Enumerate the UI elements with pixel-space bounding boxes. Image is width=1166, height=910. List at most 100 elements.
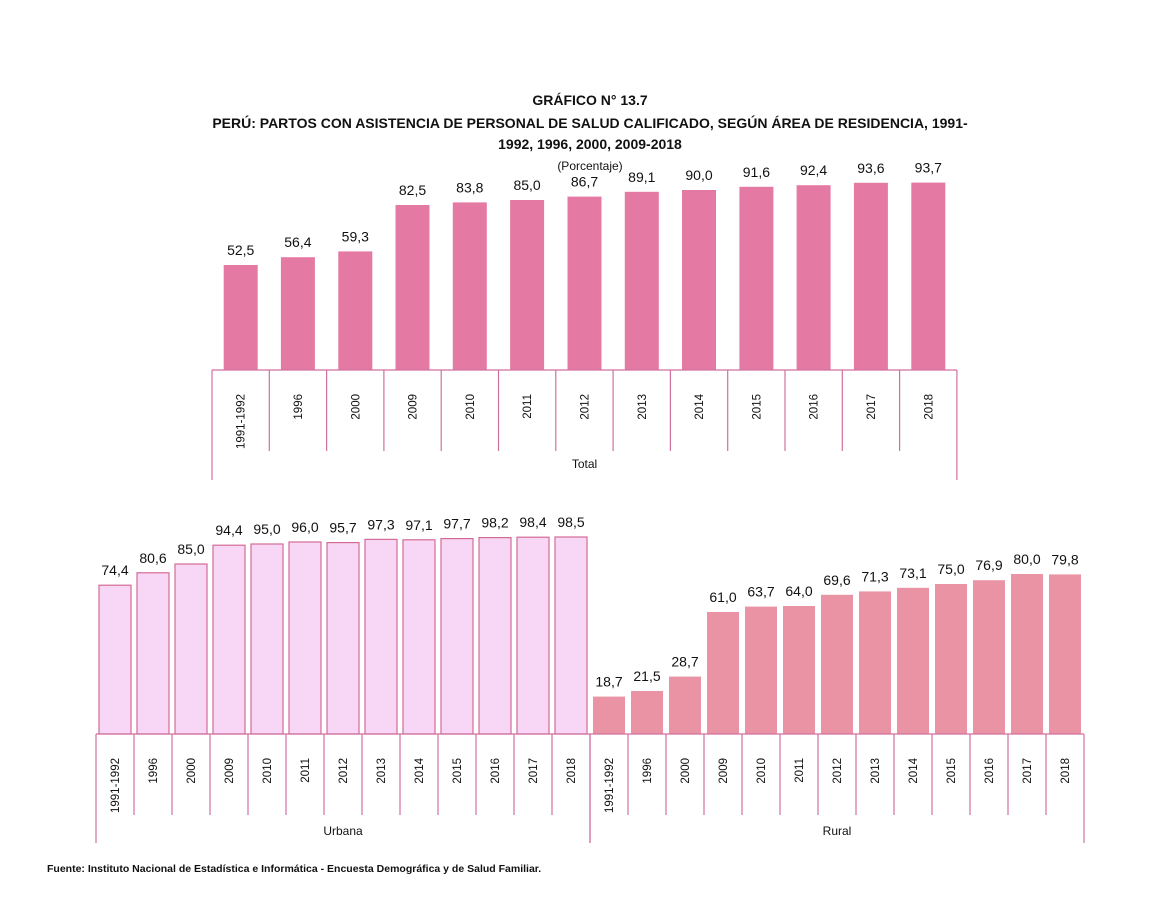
rural-tick-label: 2000 <box>680 758 692 784</box>
total-value-label: 93,6 <box>857 160 884 176</box>
urbana-bar <box>516 536 550 735</box>
urbana-tick-label: 2014 <box>414 757 426 783</box>
rural-bar <box>631 691 663 734</box>
total-bar <box>510 200 545 370</box>
total-value-label: 85,0 <box>513 177 540 193</box>
rural-tick-label: 2018 <box>1060 758 1072 784</box>
rural-group-label: Rural <box>823 824 852 838</box>
urbana-tick-label: 1996 <box>148 758 160 784</box>
rural-bar <box>1049 574 1081 734</box>
rural-tick-label: 2012 <box>832 758 844 784</box>
urbana-value-label: 95,0 <box>253 521 280 537</box>
rural-value-label: 76,9 <box>975 557 1002 573</box>
rural-value-label: 69,6 <box>823 572 850 588</box>
total-tick-label: 2011 <box>522 394 534 419</box>
urbana-tick-label: 2013 <box>376 758 388 784</box>
rural-bar <box>707 612 739 734</box>
rural-value-label: 71,3 <box>861 568 888 584</box>
urbana-tick-label: 2011 <box>300 758 312 783</box>
rural-bar <box>593 696 625 734</box>
rural-bar <box>935 584 967 734</box>
urbana-value-label: 97,7 <box>443 516 470 532</box>
urbana-value-label: 97,1 <box>405 517 432 533</box>
chart-title-line-2: PERÚ: PARTOS CON ASISTENCIA DE PERSONAL … <box>212 114 968 131</box>
urbana-bar <box>440 537 474 735</box>
urbana-tick-label: 2012 <box>338 758 350 784</box>
rural-value-label: 64,0 <box>785 583 812 599</box>
urbana-bar <box>212 544 246 735</box>
total-bar <box>911 182 946 370</box>
rural-tick-label: 2016 <box>984 758 996 784</box>
rural-value-label: 21,5 <box>633 668 660 684</box>
rural-bar <box>973 580 1005 734</box>
total-bar <box>223 265 258 370</box>
total-tick-label: 2012 <box>580 394 592 420</box>
total-bar <box>395 205 430 370</box>
total-tick-label: 1991-1992 <box>236 394 248 449</box>
rural-tick-label: 1996 <box>642 758 654 784</box>
total-bar <box>567 196 602 370</box>
total-tick-label: 2016 <box>809 394 821 420</box>
rural-bar <box>669 676 701 734</box>
urbana-value-label: 98,2 <box>481 515 508 531</box>
urbana-value-label: 95,7 <box>329 520 356 536</box>
urbana-bar <box>326 541 360 735</box>
urbana-tick-label: 1991-1992 <box>110 758 122 813</box>
total-tick-label: 2018 <box>923 394 935 420</box>
urbana-tick-label: 2010 <box>262 758 274 784</box>
urbana-tick-label: 2018 <box>566 758 578 784</box>
urbana-tick-label: 2000 <box>186 758 198 784</box>
urbana-value-label: 97,3 <box>367 516 394 532</box>
urbana-group-label: Urbana <box>323 824 363 838</box>
rural-tick-label: 2010 <box>756 758 768 784</box>
total-bar <box>853 182 888 370</box>
rural-bar <box>1011 574 1043 734</box>
total-value-label: 91,6 <box>743 164 770 180</box>
total-bar <box>739 186 774 370</box>
total-bar <box>796 185 831 370</box>
chart-title-line-3: 1992, 1996, 2000, 2009-2018 <box>498 136 682 152</box>
urbana-tick-label: 2016 <box>490 758 502 784</box>
total-value-label: 89,1 <box>628 169 655 185</box>
urbana-value-label: 98,4 <box>519 514 546 530</box>
urbana-bar <box>554 536 588 735</box>
total-tick-label: 2014 <box>694 393 706 419</box>
urbana-value-label: 74,4 <box>101 562 128 578</box>
rural-value-label: 63,7 <box>747 584 774 600</box>
urbana-value-label: 80,6 <box>139 550 166 566</box>
rural-bar <box>783 606 815 734</box>
urbana-value-label: 94,4 <box>215 522 242 538</box>
urbana-tick-label: 2015 <box>452 758 464 784</box>
chart-title-line-1: GRÁFICO N° 13.7 <box>532 92 648 108</box>
rural-tick-label: 2017 <box>1022 758 1034 784</box>
urbana-value-label: 96,0 <box>291 519 318 535</box>
total-value-label: 52,5 <box>227 242 254 258</box>
total-value-label: 56,4 <box>284 234 311 250</box>
urbana-value-label: 98,5 <box>557 514 584 530</box>
urbana-bar <box>288 541 322 735</box>
rural-tick-label: 2014 <box>908 757 920 783</box>
urbana-tick-label: 2017 <box>528 758 540 784</box>
rural-tick-label: 1991-1992 <box>604 758 616 813</box>
urbana-bar <box>174 563 208 735</box>
urbana-bar <box>364 538 398 735</box>
total-value-label: 86,7 <box>571 174 598 190</box>
rural-bar <box>745 606 777 734</box>
rural-value-label: 28,7 <box>671 654 698 670</box>
source-note: Fuente: Instituto Nacional de Estadístic… <box>47 863 541 875</box>
urbana-bar <box>402 539 436 735</box>
total-value-label: 90,0 <box>685 167 712 183</box>
total-bar <box>624 191 659 370</box>
urbana-value-label: 85,0 <box>177 541 204 557</box>
rural-value-label: 73,1 <box>899 565 926 581</box>
rural-value-label: 18,7 <box>595 674 622 690</box>
total-tick-label: 1996 <box>293 394 305 420</box>
rural-value-label: 75,0 <box>937 561 964 577</box>
total-bar <box>338 251 373 370</box>
total-value-label: 93,7 <box>915 160 942 176</box>
chart-subtitle: (Porcentaje) <box>557 159 622 173</box>
rural-tick-label: 2015 <box>946 758 958 784</box>
urbana-bar <box>250 543 284 735</box>
total-bar <box>280 257 315 370</box>
